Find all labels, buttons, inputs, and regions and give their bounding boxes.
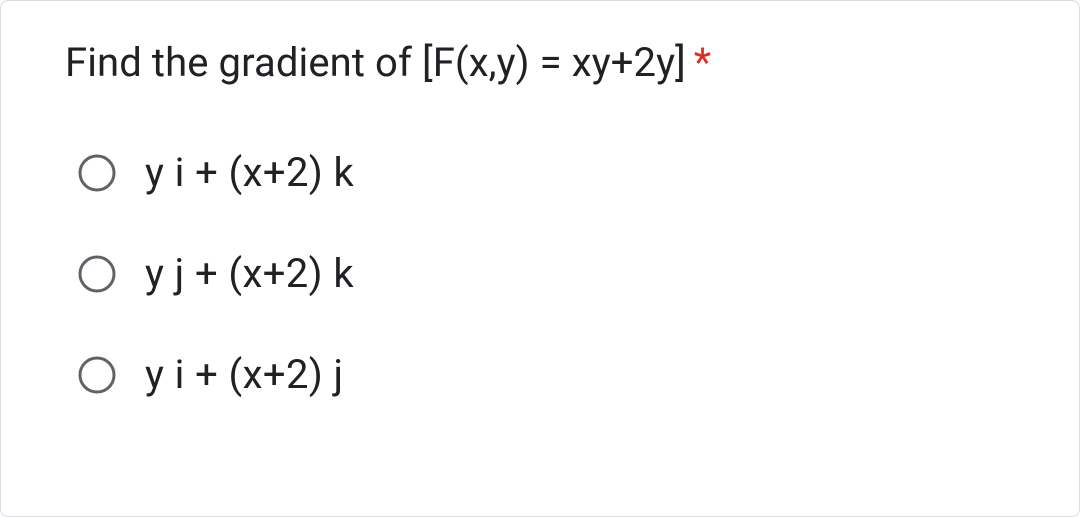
question-text: Find the gradient of [F(x,y) = xy+2y] <box>65 37 686 89</box>
option-label: y i + (x+2) j <box>145 351 343 398</box>
question-card: Find the gradient of [F(x,y) = xy+2y] * … <box>0 0 1080 517</box>
required-asterisk: * <box>694 37 711 89</box>
radio-icon[interactable] <box>77 254 117 294</box>
option-1[interactable]: y j + (x+2) k <box>77 250 1015 297</box>
options-list: y i + (x+2) k y j + (x+2) k y i + (x+2) … <box>65 149 1015 398</box>
option-2[interactable]: y i + (x+2) j <box>77 351 1015 398</box>
question-row: Find the gradient of [F(x,y) = xy+2y] * <box>65 37 1015 89</box>
option-label: y i + (x+2) k <box>145 149 354 196</box>
option-label: y j + (x+2) k <box>145 250 354 297</box>
radio-icon[interactable] <box>77 153 117 193</box>
radio-icon[interactable] <box>77 355 117 395</box>
option-0[interactable]: y i + (x+2) k <box>77 149 1015 196</box>
